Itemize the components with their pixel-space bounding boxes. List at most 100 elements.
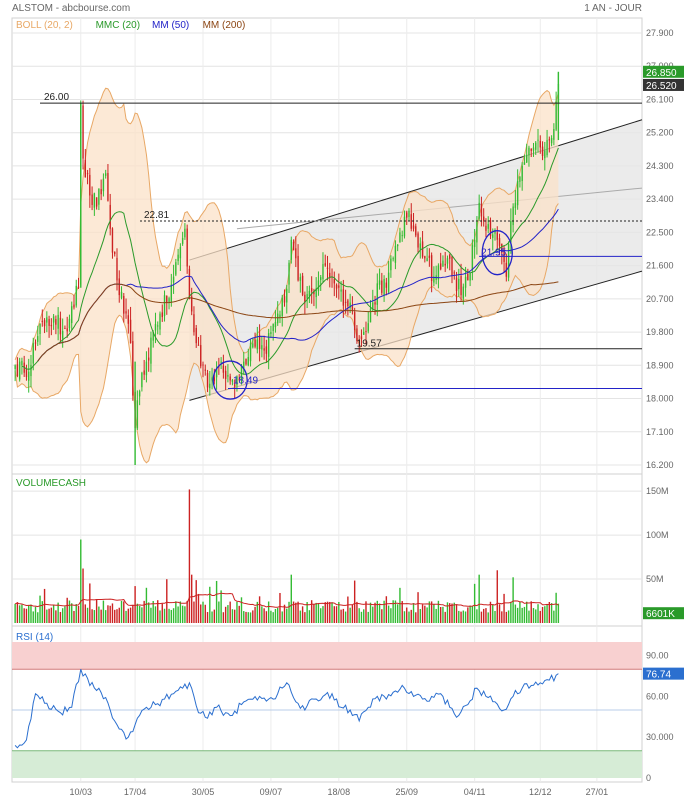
volume-bar bbox=[34, 606, 37, 623]
volume-bar bbox=[18, 605, 21, 623]
volume-bar bbox=[91, 609, 93, 623]
volume-bar bbox=[344, 611, 347, 623]
volume-bar bbox=[50, 607, 53, 623]
volume-bar bbox=[104, 610, 107, 623]
volume-bar bbox=[381, 609, 383, 623]
candle-body bbox=[61, 331, 64, 339]
volume-bar bbox=[421, 604, 424, 623]
candle-body bbox=[399, 232, 401, 242]
candle-body bbox=[376, 283, 379, 305]
candle-body bbox=[412, 225, 415, 229]
volume-bar bbox=[333, 606, 335, 623]
volume-bar bbox=[43, 588, 46, 623]
candle-body bbox=[30, 364, 32, 377]
candle-body bbox=[390, 258, 392, 271]
date-tick-label: 27/01 bbox=[586, 787, 609, 797]
candle-body bbox=[37, 336, 39, 342]
channel-upper-line bbox=[189, 119, 643, 261]
volume-bar bbox=[161, 603, 163, 623]
candle-body bbox=[544, 150, 546, 159]
candle-body bbox=[143, 370, 145, 375]
candle-body bbox=[519, 177, 521, 182]
volume-bar bbox=[136, 603, 139, 623]
candle-body bbox=[163, 295, 166, 317]
last-close-tag-bg bbox=[643, 78, 684, 91]
volume-bar bbox=[295, 602, 297, 623]
volume-bar bbox=[544, 606, 546, 623]
price-tick-label: 18.900 bbox=[646, 360, 674, 370]
volume-bar bbox=[186, 600, 188, 623]
volume-bar bbox=[426, 607, 428, 623]
candle-body bbox=[86, 173, 89, 175]
rsi-title: RSI (14) bbox=[16, 632, 53, 643]
candle-body bbox=[351, 306, 354, 310]
candle-body bbox=[290, 239, 292, 260]
volume-bar bbox=[417, 592, 419, 623]
candle-body bbox=[258, 335, 261, 350]
volume-bar bbox=[516, 607, 519, 623]
volume-bar bbox=[41, 601, 43, 623]
candle-body bbox=[141, 372, 143, 388]
candle-body bbox=[532, 147, 535, 151]
candle-body bbox=[360, 336, 363, 340]
support-circle-right bbox=[481, 230, 513, 276]
legend-item: BOLL (20, 2) bbox=[16, 20, 73, 31]
volume-bar bbox=[16, 602, 19, 623]
volume-bar bbox=[387, 605, 390, 623]
candle-body bbox=[469, 273, 471, 281]
candle-body bbox=[310, 288, 313, 292]
volume-bar bbox=[494, 610, 496, 623]
candle-body bbox=[539, 140, 541, 148]
candle-body bbox=[261, 345, 263, 350]
candle-body bbox=[437, 265, 440, 280]
candle-body bbox=[537, 139, 539, 141]
volume-bar bbox=[464, 611, 467, 623]
volume-bar bbox=[190, 574, 193, 623]
price-annotations: 26.00 22.81 19.57 18.49 21.95 bbox=[40, 92, 642, 400]
volume-bar bbox=[277, 607, 279, 623]
volume-bar bbox=[202, 601, 204, 623]
candle-body bbox=[329, 272, 331, 278]
volume-bar bbox=[331, 602, 333, 623]
candle-body bbox=[267, 333, 270, 357]
volume-bar bbox=[172, 608, 175, 623]
volume-bar bbox=[433, 604, 435, 623]
candle-body bbox=[238, 378, 240, 380]
candle-body bbox=[206, 373, 209, 388]
volume-bar bbox=[143, 600, 145, 623]
date-tick-label: 25/09 bbox=[395, 787, 418, 797]
candle-body bbox=[91, 194, 93, 205]
candle-body bbox=[455, 277, 458, 291]
candle-body bbox=[252, 343, 254, 348]
volume-bar bbox=[265, 611, 268, 623]
volume-bar bbox=[181, 605, 184, 623]
legend-item: MMC (20) bbox=[96, 20, 140, 31]
candle-body bbox=[510, 221, 512, 243]
volume-bar bbox=[530, 601, 532, 623]
candle-body bbox=[353, 312, 356, 331]
candle-body bbox=[535, 142, 537, 150]
price-tick-label: 21.600 bbox=[646, 261, 674, 271]
volume-bar bbox=[120, 600, 123, 623]
volume-bar bbox=[118, 607, 120, 623]
volume-bar bbox=[308, 610, 311, 623]
volume-bar bbox=[410, 609, 412, 623]
volume-bar bbox=[28, 604, 30, 623]
volume-bar bbox=[166, 579, 168, 623]
volume-bar bbox=[449, 603, 451, 623]
candle-body bbox=[16, 364, 19, 377]
candle-body bbox=[489, 220, 492, 237]
candle-body bbox=[118, 278, 120, 296]
candle-body bbox=[297, 255, 299, 281]
volume-bar bbox=[437, 600, 440, 623]
candle-body bbox=[14, 365, 16, 369]
volume-bar bbox=[335, 606, 338, 623]
candle-body bbox=[68, 318, 71, 329]
volume-bar bbox=[170, 609, 173, 623]
candle-body bbox=[209, 383, 211, 389]
volume-bar bbox=[489, 601, 492, 623]
candle-body bbox=[127, 315, 130, 324]
candle-body bbox=[46, 317, 48, 323]
candle-body bbox=[410, 214, 412, 229]
candle-body bbox=[528, 147, 530, 156]
